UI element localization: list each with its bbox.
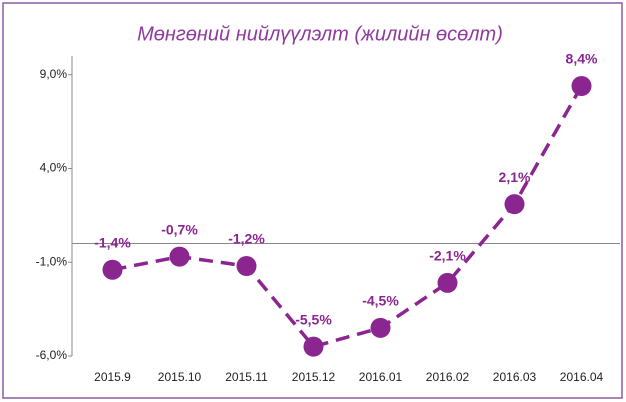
x-tick-label: 2015.10 [158,370,202,384]
x-tick-label: 2016.04 [560,370,604,384]
x-tick-label: 2015.9 [94,370,131,384]
point [370,317,391,338]
data-label: -5,5% [295,311,332,327]
x-tick-label: 2016.02 [426,370,470,384]
y-tick-label: -1,0% [36,254,68,268]
point [169,246,190,267]
x-tick-label: 2016.01 [359,370,403,384]
point [102,259,123,280]
data-label: -2,1% [429,248,466,264]
y-tick-label: 9,0% [40,67,68,81]
x-tick-label: 2015.11 [225,370,268,384]
data-label: -0,7% [161,221,198,237]
y-tick-label: 4,0% [40,161,68,175]
data-label: -1,2% [228,231,265,247]
x-tick-label: 2016.03 [493,370,537,384]
series-line [112,85,584,349]
point [236,256,257,276]
point [437,272,458,293]
data-label: 8,4% [566,51,598,67]
point [571,76,592,96]
point [504,194,525,215]
chart-title: Мөнгөний нийлүүлэлт (жилийн өсөлт) [137,23,503,45]
data-label: 2,1% [499,169,531,185]
x-tick-label: 2015.12 [292,370,336,384]
data-label: -4,5% [362,293,399,309]
point [303,336,324,357]
data-label: -1,4% [94,234,131,250]
y-tick-label: -6,0% [36,348,68,362]
